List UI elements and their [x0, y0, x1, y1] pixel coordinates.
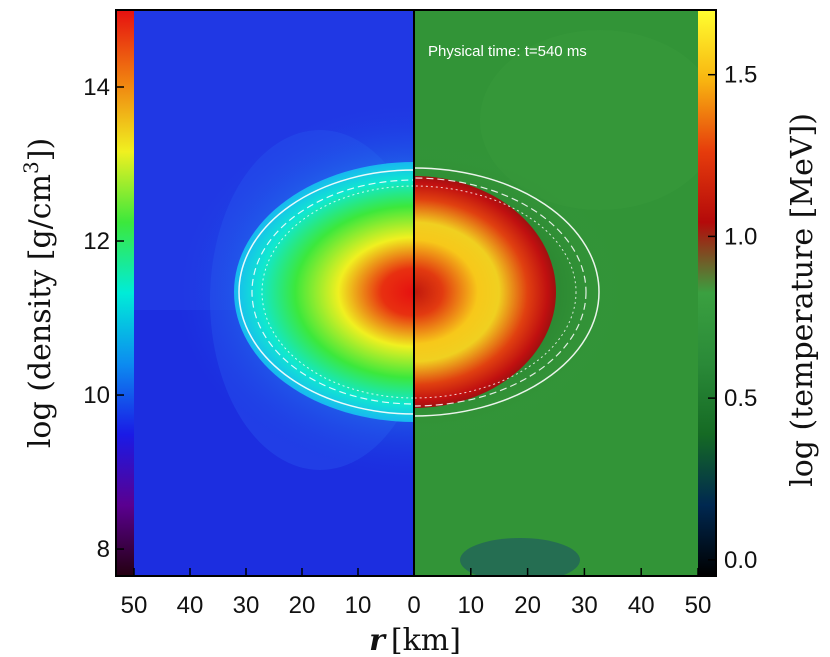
- temperature-tick-label: 0.5: [724, 385, 757, 412]
- temperature-axis-label: log (temperature [MeV]): [785, 113, 820, 487]
- temperature-tick-label: 0.0: [724, 547, 757, 574]
- x-tick-label: 10: [457, 592, 484, 619]
- density-tick-label: 10: [83, 382, 110, 409]
- temperature-panel: [414, 10, 698, 576]
- x-tick-label: 10: [345, 592, 372, 619]
- density-colorbar: [116, 10, 134, 576]
- x-tick-label: 40: [628, 592, 655, 619]
- temperature-tick-label: 1.0: [724, 223, 757, 250]
- density-axis-label: log (density [g/cm3]): [19, 138, 58, 448]
- x-tick-label: 30: [233, 592, 260, 619]
- density-tick-label: 14: [83, 74, 110, 101]
- density-colorbar-ticks: 8 10 12 14: [83, 74, 124, 563]
- density-core: [234, 162, 414, 422]
- x-tick-label: 0: [407, 592, 420, 619]
- density-tick-label: 8: [97, 536, 110, 563]
- temperature-tick-label: 1.5: [724, 62, 757, 89]
- x-axis-label: r [km]: [369, 623, 461, 657]
- plot-frame: [115, 9, 717, 577]
- x-tick-label: 20: [514, 592, 541, 619]
- temperature-core: [414, 176, 556, 408]
- time-annotation: Physical time: t=540 ms: [428, 43, 587, 60]
- temperature-colorbar-ticks: 0.0 0.5 1.0 1.5: [708, 62, 757, 574]
- x-axis-ticks: 50 40 30 20 10 0 10 20 30 40 50: [121, 568, 712, 619]
- x-tick-label: 30: [571, 592, 598, 619]
- x-tick-label: 20: [289, 592, 316, 619]
- temperature-colorbar: [698, 10, 716, 576]
- density-tick-label: 12: [83, 228, 110, 255]
- density-panel: [134, 10, 414, 576]
- x-tick-label: 50: [121, 592, 148, 619]
- x-tick-label: 50: [685, 592, 712, 619]
- x-tick-label: 40: [177, 592, 204, 619]
